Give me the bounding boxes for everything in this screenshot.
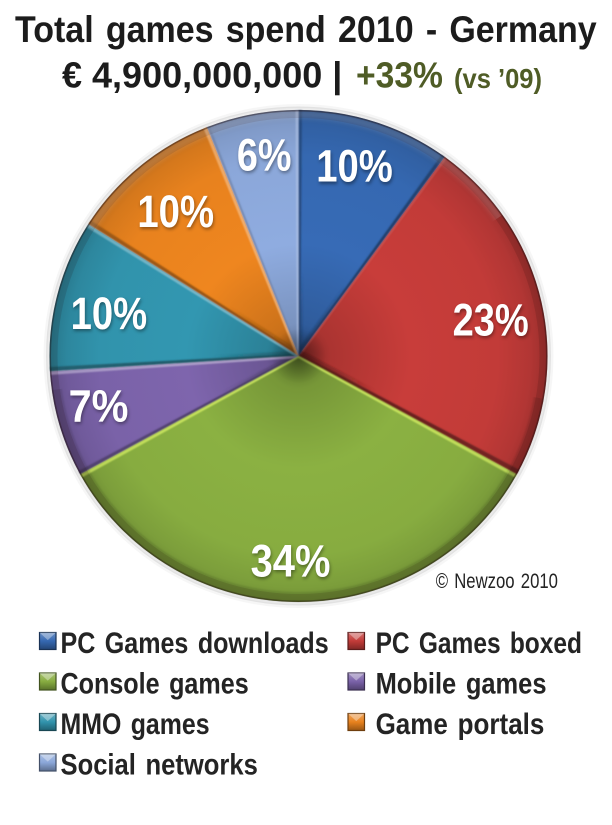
svg-text:Mobile games: Mobile games	[376, 667, 547, 700]
svg-text:(vs ’09): (vs ’09)	[454, 63, 542, 94]
svg-text:23%: 23%	[453, 294, 529, 345]
svg-text:PC Games downloads: PC Games downloads	[61, 626, 329, 660]
svg-text:Total games spend 2010 - Germa: Total games spend 2010 - Germany	[15, 9, 597, 51]
svg-text:€ 4,900,000,000 |: € 4,900,000,000 |	[62, 55, 342, 97]
svg-text:MMO games: MMO games	[60, 707, 209, 741]
svg-text:Game portals: Game portals	[376, 707, 545, 740]
svg-text:+33%: +33%	[356, 55, 443, 95]
svg-text:10%: 10%	[71, 288, 148, 339]
svg-text:10%: 10%	[137, 186, 214, 237]
svg-text:Console games: Console games	[61, 666, 249, 700]
svg-text:6%: 6%	[237, 129, 292, 180]
svg-text:© Newzoo 2010: © Newzoo 2010	[436, 570, 558, 593]
svg-text:Social networks: Social networks	[61, 748, 258, 781]
svg-text:PC Games boxed: PC Games boxed	[376, 626, 582, 660]
svg-text:10%: 10%	[316, 141, 393, 192]
svg-text:7%: 7%	[69, 382, 129, 432]
svg-text:34%: 34%	[251, 537, 331, 587]
